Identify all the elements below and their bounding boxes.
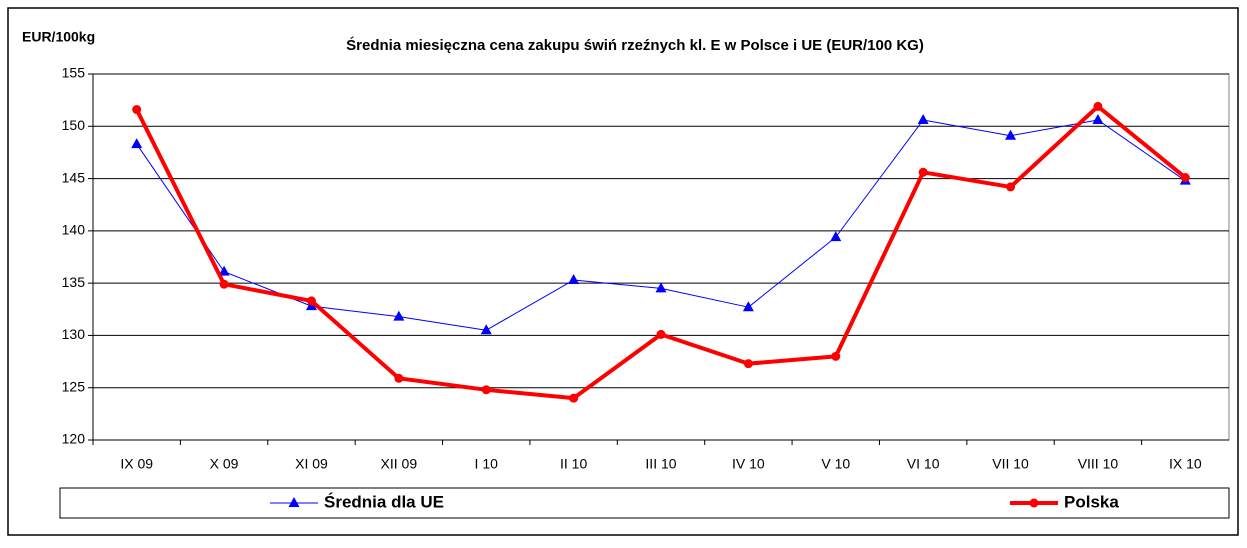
point-marker bbox=[288, 497, 300, 507]
x-tick-label: I 10 bbox=[475, 456, 499, 472]
point-marker bbox=[1006, 182, 1016, 192]
y-tick-label: 130 bbox=[62, 326, 86, 342]
x-tick-label: III 10 bbox=[645, 456, 676, 472]
point-marker bbox=[656, 329, 666, 339]
point-marker bbox=[306, 296, 316, 306]
point-marker bbox=[394, 373, 404, 383]
y-tick-label: 145 bbox=[62, 169, 86, 185]
point-marker bbox=[131, 138, 143, 149]
y-tick-label: 135 bbox=[62, 274, 86, 290]
point-marker bbox=[219, 279, 229, 289]
legend-label: Średnia dla UE bbox=[324, 492, 444, 511]
point-marker bbox=[568, 274, 580, 285]
y-tick-label: 125 bbox=[62, 378, 86, 394]
point-marker bbox=[481, 385, 491, 395]
y-tick-label: 140 bbox=[62, 222, 86, 238]
point-marker bbox=[655, 282, 667, 293]
point-marker bbox=[1005, 129, 1017, 140]
point-marker bbox=[918, 167, 928, 177]
legend-label: Polska bbox=[1064, 492, 1119, 511]
x-tick-label: XI 09 bbox=[295, 456, 328, 472]
x-tick-label: IV 10 bbox=[732, 456, 765, 472]
y-tick-label: 155 bbox=[62, 65, 86, 81]
point-marker bbox=[831, 351, 841, 361]
point-marker bbox=[917, 114, 929, 125]
point-marker bbox=[830, 231, 842, 242]
point-marker bbox=[1029, 498, 1039, 508]
plot-area bbox=[92, 73, 1230, 441]
point-marker bbox=[742, 301, 754, 312]
point-marker bbox=[1180, 173, 1190, 183]
y-tick-label: 150 bbox=[62, 117, 86, 133]
x-tick-label: II 10 bbox=[560, 456, 587, 472]
point-marker bbox=[569, 393, 579, 403]
y-axis-label: EUR/100kg bbox=[22, 29, 95, 45]
chart-title: Średnia miesięczna cena zakupu świń rzeź… bbox=[346, 36, 924, 54]
point-marker bbox=[480, 324, 492, 335]
x-tick-label: VII 10 bbox=[992, 456, 1029, 472]
point-marker bbox=[1093, 101, 1103, 111]
x-tick-label: IX 10 bbox=[1169, 456, 1202, 472]
x-tick-label: XII 09 bbox=[381, 456, 418, 472]
point-marker bbox=[218, 265, 230, 276]
point-marker bbox=[743, 359, 753, 369]
point-marker bbox=[393, 310, 405, 321]
point-marker bbox=[1092, 114, 1104, 125]
x-tick-label: X 09 bbox=[210, 456, 239, 472]
x-tick-label: V 10 bbox=[821, 456, 850, 472]
x-tick-label: VIII 10 bbox=[1078, 456, 1119, 472]
x-tick-label: IX 09 bbox=[120, 456, 153, 472]
point-marker bbox=[132, 105, 142, 115]
x-tick-label: VI 10 bbox=[907, 456, 940, 472]
y-tick-label: 120 bbox=[62, 431, 86, 447]
